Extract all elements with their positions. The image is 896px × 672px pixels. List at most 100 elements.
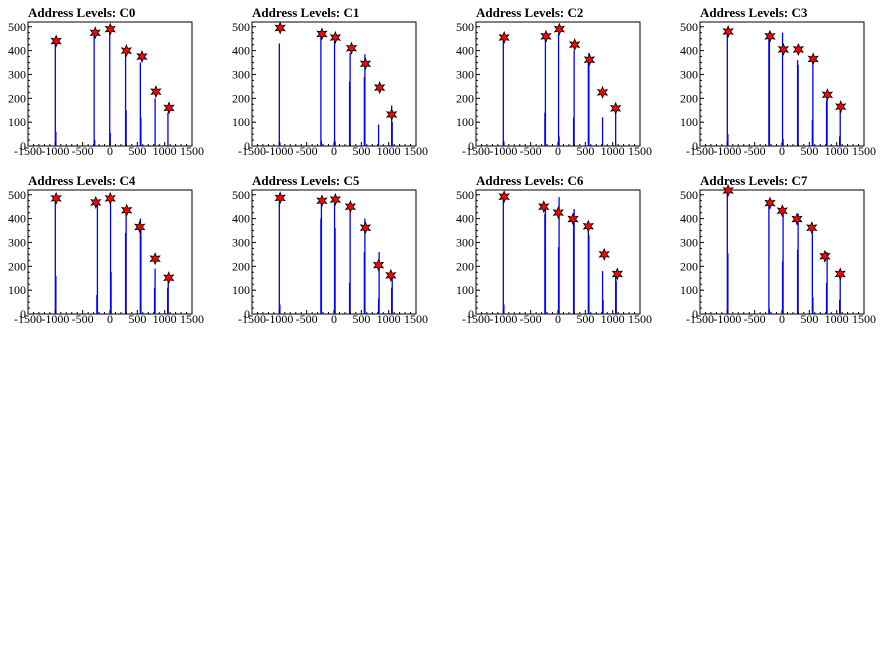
peak-marker — [136, 50, 148, 64]
x-tick-label: 0 — [331, 144, 337, 158]
y-tick-label: 0 — [20, 307, 26, 321]
chart-panel: Address Levels: C20100200300400500-1500-… — [456, 5, 652, 158]
chart-panel: Address Levels: C6 0 100 200 300 400 500 -1500 -… — [456, 173, 652, 326]
y-tick-label: 500 — [680, 188, 698, 202]
y-tick-label: 0 — [244, 139, 250, 153]
x-tick-label: -1500 — [686, 144, 714, 158]
chart-title: Address Levels: C3 — [700, 5, 808, 20]
x-tick-label: -1500 — [14, 144, 42, 158]
peak-marker — [835, 100, 847, 114]
y-tick-label: 0 — [692, 307, 698, 321]
x-tick-label: 1500 — [180, 312, 204, 326]
x-tick-label: -500 — [744, 144, 766, 158]
x-tick-label: -1000 — [489, 144, 517, 158]
peak-marker — [538, 200, 550, 214]
x-tick-label: -1500 — [238, 312, 266, 326]
peak-marker — [609, 101, 622, 115]
x-tick-label: 500 — [128, 312, 146, 326]
x-tick-label: 1500 — [628, 144, 652, 158]
x-tick-label: 0 — [779, 312, 785, 326]
x-tick-label: 500 — [128, 144, 146, 158]
peak-marker — [104, 191, 116, 205]
chart-title: Address Levels: C2 — [476, 5, 583, 20]
y-tick-label: 100 — [456, 115, 474, 129]
peak-marker — [819, 249, 831, 263]
peak-marker — [498, 190, 510, 204]
x-tick-label: -1000 — [265, 144, 293, 158]
x-tick-label: -1000 — [41, 312, 69, 326]
chart-panel: Address Levels: C00100200300400500-1500-… — [8, 5, 204, 158]
peak-marker — [329, 30, 342, 45]
peak-marker — [344, 200, 357, 214]
peak-marker — [50, 34, 62, 48]
y-tick-label: 200 — [456, 259, 474, 273]
y-tick-label: 100 — [232, 115, 250, 129]
x-tick-label: -1500 — [14, 312, 42, 326]
x-tick-label: 1000 — [601, 312, 625, 326]
peak-marker — [372, 258, 385, 272]
x-tick-label: -500 — [72, 312, 94, 326]
chart-title: Address Levels: C7 — [700, 173, 808, 188]
x-tick-label: -1000 — [265, 312, 293, 326]
y-tick-label: 0 — [468, 139, 474, 153]
x-tick-label: -500 — [520, 312, 542, 326]
x-tick-label: 1500 — [852, 144, 876, 158]
x-tick-label: 500 — [352, 312, 370, 326]
peak-marker — [807, 52, 819, 66]
y-tick-label: 300 — [8, 67, 26, 81]
chart-panel: Address Levels: C10100200300400500-1500-… — [232, 5, 428, 158]
peak-marker — [540, 29, 552, 43]
y-tick-label: 500 — [680, 20, 698, 34]
y-tick-label: 400 — [232, 44, 250, 58]
x-tick-label: 1500 — [180, 144, 204, 158]
y-tick-label: 300 — [8, 235, 26, 249]
chart-panel: Address Levels: C50100200300400500-1500-… — [232, 173, 428, 326]
y-tick-label: 100 — [8, 283, 26, 297]
x-tick-label: 500 — [576, 312, 594, 326]
peak-marker — [163, 271, 175, 285]
peak-marker — [552, 206, 564, 220]
y-tick-label: 500 — [456, 188, 474, 202]
peak-marker — [553, 22, 566, 36]
peak-marker — [498, 30, 510, 45]
y-tick-label: 100 — [232, 283, 250, 297]
y-tick-label: 0 — [692, 139, 698, 153]
y-tick-label: 100 — [456, 283, 474, 297]
x-tick-label: 1000 — [153, 144, 177, 158]
x-tick-label: 0 — [555, 312, 561, 326]
peak-marker — [120, 44, 133, 58]
y-tick-label: 300 — [456, 235, 474, 249]
peak-marker — [764, 29, 776, 43]
x-tick-label: -1500 — [462, 312, 490, 326]
peak-marker — [90, 195, 102, 209]
x-tick-label: -1500 — [686, 312, 714, 326]
y-tick-label: 400 — [8, 212, 26, 226]
peak-marker — [89, 26, 101, 40]
peak-marker — [821, 88, 834, 102]
y-tick-label: 0 — [20, 139, 26, 153]
chart-title: Address Levels: C6 — [476, 173, 584, 188]
y-tick-label: 300 — [456, 67, 474, 81]
x-tick-label: 1000 — [825, 312, 849, 326]
peak-marker — [274, 191, 286, 205]
y-tick-label: 500 — [8, 188, 26, 202]
chart-title: Address Levels: C1 — [252, 5, 359, 20]
chart-title: Address Levels: C4 — [28, 173, 136, 188]
peak-marker — [359, 221, 372, 235]
x-tick-label: 1000 — [601, 144, 625, 158]
peak-marker — [329, 192, 342, 207]
peak-marker — [50, 191, 62, 205]
y-tick-label: 200 — [456, 91, 474, 105]
y-tick-label: 400 — [456, 44, 474, 58]
peak-marker — [385, 107, 398, 122]
y-tick-label: 200 — [8, 91, 26, 105]
peak-marker — [274, 21, 286, 35]
peak-marker — [598, 247, 610, 261]
x-tick-label: 1000 — [377, 312, 401, 326]
x-tick-label: -1500 — [462, 144, 490, 158]
peak-marker — [345, 41, 358, 55]
chart-title: Address Levels: C0 — [28, 5, 135, 20]
x-tick-label: -500 — [296, 312, 318, 326]
y-tick-label: 400 — [456, 212, 474, 226]
